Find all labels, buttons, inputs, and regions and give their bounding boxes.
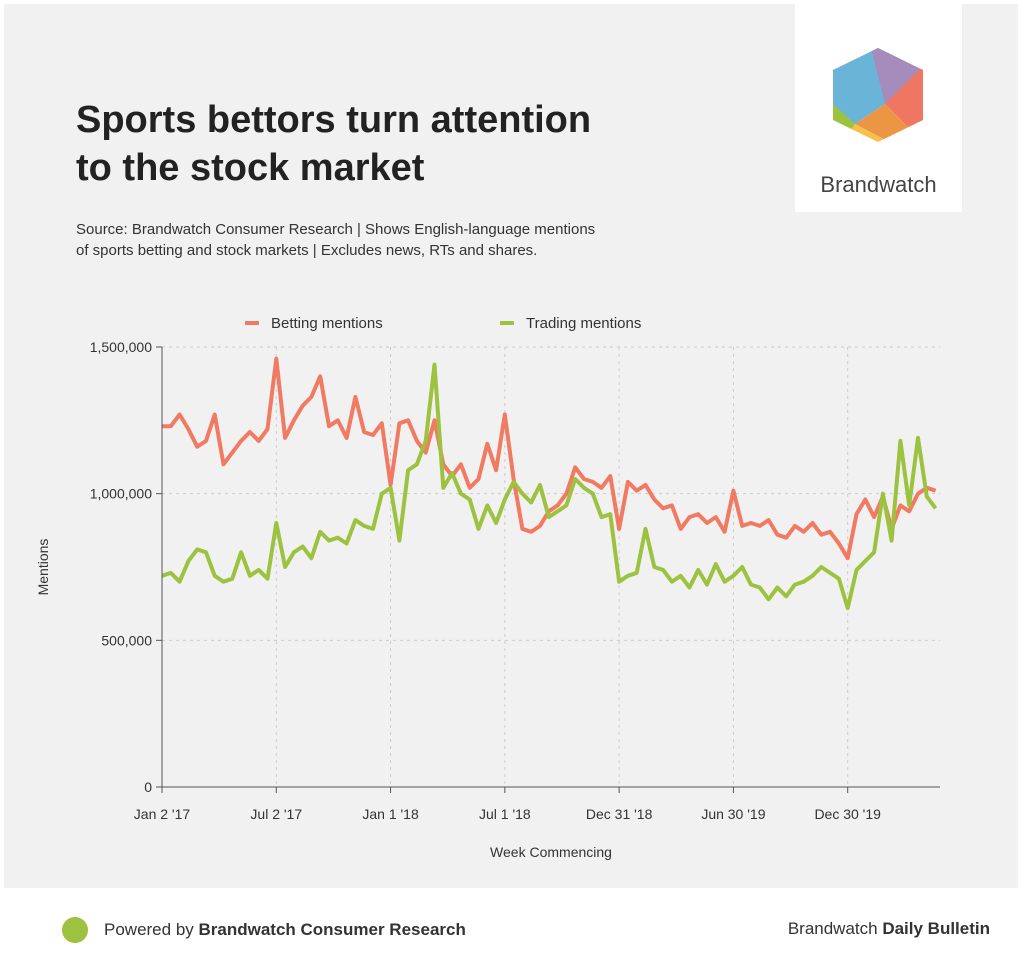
green-dot-icon bbox=[62, 917, 88, 943]
y-tick-label: 1,500,000 bbox=[90, 339, 152, 355]
x-tick-label: Jun 30 '19 bbox=[701, 806, 765, 822]
logo-text: Brandwatch bbox=[820, 172, 937, 197]
brandwatch-hexagon-icon bbox=[833, 48, 923, 142]
line-chart: 0 500,000 1,000,000 1,500,000 Jan 2 '17 Jul 2… bbox=[35, 315, 940, 860]
series-line-trading bbox=[161, 362, 938, 611]
y-tick-label: 1,000,000 bbox=[90, 486, 152, 502]
footer-powered-by: Powered by Brandwatch Consumer Research bbox=[62, 917, 466, 943]
page-title: Sports bettors turn attention to the stoc… bbox=[76, 99, 592, 189]
x-tick-label: Jan 2 '17 bbox=[134, 806, 191, 822]
x-tick-label: Dec 30 '19 bbox=[814, 806, 881, 822]
subtitle: Source: Brandwatch Consumer Research | S… bbox=[76, 221, 596, 259]
legend-label: Betting mentions bbox=[271, 315, 383, 332]
x-tick-label: Jul 2 '17 bbox=[250, 806, 302, 822]
y-tick-label: 500,000 bbox=[101, 632, 152, 648]
brandwatch-logo: Brandwatch bbox=[795, 4, 962, 212]
y-tick-label: 0 bbox=[144, 779, 152, 795]
y-axis-label: Mentions bbox=[35, 539, 51, 596]
footer-bulletin: Brandwatch Daily Bulletin bbox=[787, 919, 990, 938]
x-tick-label: Jul 1 '18 bbox=[479, 806, 531, 822]
x-axis-label: Week Commencing bbox=[490, 844, 612, 860]
x-tick-label: Dec 31 '18 bbox=[586, 806, 653, 822]
x-tick-label: Jan 1 '18 bbox=[362, 806, 419, 822]
legend-label: Trading mentions bbox=[526, 315, 641, 332]
logo-segment bbox=[885, 64, 923, 134]
